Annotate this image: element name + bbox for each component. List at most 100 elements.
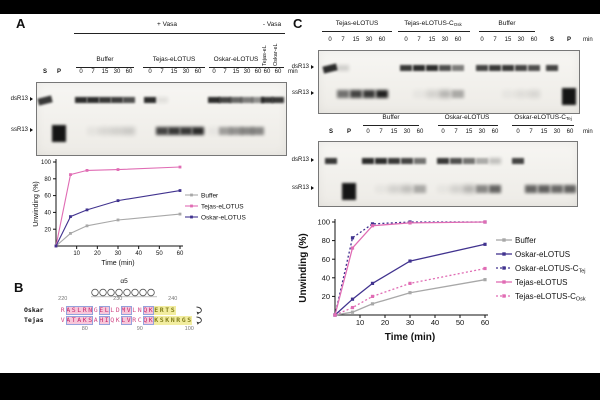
ss-band	[538, 185, 550, 193]
legend-item-label: Tejas-eLOTUS	[515, 278, 567, 287]
ds-band	[252, 96, 264, 104]
legend-item-label: Oskar-eLOTUS	[515, 250, 570, 259]
lane-time-label: 7	[379, 129, 383, 135]
ds-band	[512, 157, 524, 165]
gel-box	[36, 82, 287, 156]
lane-time-label: 15	[101, 69, 109, 75]
group-label: Oskar-eLOTUS	[444, 114, 490, 121]
seq-cell: K	[148, 306, 153, 314]
ss-band	[401, 185, 413, 193]
series-line	[334, 279, 486, 316]
series-marker	[69, 215, 72, 218]
ss-band	[156, 127, 168, 135]
seq-cell: G	[181, 316, 186, 324]
lane-time-label: 60	[125, 69, 133, 75]
lane-time-label: 60	[416, 129, 424, 135]
ss-band	[564, 185, 576, 193]
ss-band	[180, 127, 192, 135]
ds-band	[241, 96, 253, 104]
ds-band	[322, 63, 338, 73]
coil-loop	[139, 288, 147, 297]
ss-band	[230, 127, 242, 135]
seq-cell: T	[165, 306, 170, 314]
ss-blob-band	[342, 182, 356, 200]
ds-band	[452, 64, 464, 72]
seq-cell: A	[66, 316, 71, 324]
ss-band	[414, 185, 426, 193]
seq-cell: S	[187, 316, 192, 324]
lane-time-label: 60	[454, 37, 462, 43]
gel-box	[318, 50, 580, 114]
ds-band	[463, 157, 475, 165]
lane-time-label: 30	[182, 69, 190, 75]
ss-band	[476, 185, 488, 193]
lane-time-label: 0	[148, 69, 152, 75]
legend-item-label: Oskar-eLOTUS-CTej	[515, 264, 586, 275]
lane-time-label: 15	[232, 69, 240, 75]
band-row-label: dsR13	[10, 96, 28, 102]
ds-band	[87, 96, 99, 104]
legend-swatch-marker	[502, 266, 506, 270]
seq-cell: L	[77, 306, 82, 314]
lane-time-label: 7	[91, 69, 95, 75]
series-line	[334, 267, 486, 316]
panel-a-unwinding-chart: 20 40 60 80 100 10 20 30 40 50 60 Time (min) Unwindi…	[33, 159, 246, 267]
chart-axes	[334, 219, 488, 316]
panel-c-unwinding-chart: 20 40 60 80 100 10 20 30 40 50 60 Time (min) Unwindi…	[298, 218, 586, 343]
x-tick-label: 40	[431, 318, 439, 327]
y-tick-label: 60	[322, 255, 330, 264]
ds-band	[426, 64, 438, 72]
series-marker	[408, 221, 412, 225]
x-tick-label: 20	[381, 318, 389, 327]
lane-time-label: 7	[417, 37, 421, 43]
seq-cell: C	[137, 316, 142, 324]
legend-item-label: Buffer	[201, 192, 219, 199]
legend-item-label: Tejas-eLOTUS-COsk	[515, 292, 586, 303]
lane-time-label: 30	[113, 69, 121, 75]
ss-band	[450, 185, 462, 193]
lane-time-label: 15	[352, 37, 360, 43]
lane-time-label: 0	[404, 37, 408, 43]
ds-band	[325, 157, 337, 165]
arrow-head	[196, 321, 200, 325]
coil-loop	[99, 288, 107, 297]
ds-band	[528, 64, 540, 72]
seq-row-name: Oskar	[24, 306, 44, 314]
ss-band	[192, 127, 204, 135]
lane-time-label: 15	[170, 69, 178, 75]
seq-cell: R	[132, 316, 137, 324]
ds-band	[156, 96, 168, 104]
legend-swatch-marker	[502, 294, 506, 298]
position-number: 80	[81, 326, 88, 332]
series-marker	[116, 199, 120, 203]
series-marker	[69, 232, 72, 235]
coil-loop	[115, 288, 123, 297]
marker-lane-label: P	[566, 37, 571, 43]
seq-cell: K	[154, 316, 159, 324]
lane-time-label: 30	[365, 37, 373, 43]
seq-cell: A	[66, 306, 71, 314]
band-row-label: ssR13	[291, 90, 309, 96]
series-line	[334, 221, 485, 316]
marker-lane-label: P	[346, 129, 351, 135]
series-marker	[178, 165, 182, 169]
lane-time-label: 0	[328, 37, 332, 43]
ss-band	[123, 127, 135, 135]
group-label: Tejas-eLOTUS	[152, 56, 196, 63]
x-axis-label: Time (min)	[101, 260, 134, 267]
series-line	[55, 190, 181, 247]
y-tick-label: 80	[322, 236, 330, 245]
series-marker	[370, 222, 375, 226]
ds-band	[476, 64, 488, 72]
chart-axes	[55, 159, 183, 247]
series-marker	[370, 294, 375, 298]
coil-loop	[123, 288, 131, 297]
series-marker	[178, 189, 182, 192]
series-marker	[178, 212, 182, 216]
group-underline	[438, 125, 498, 126]
ds-band	[219, 96, 231, 104]
y-tick-label: 100	[317, 218, 330, 227]
